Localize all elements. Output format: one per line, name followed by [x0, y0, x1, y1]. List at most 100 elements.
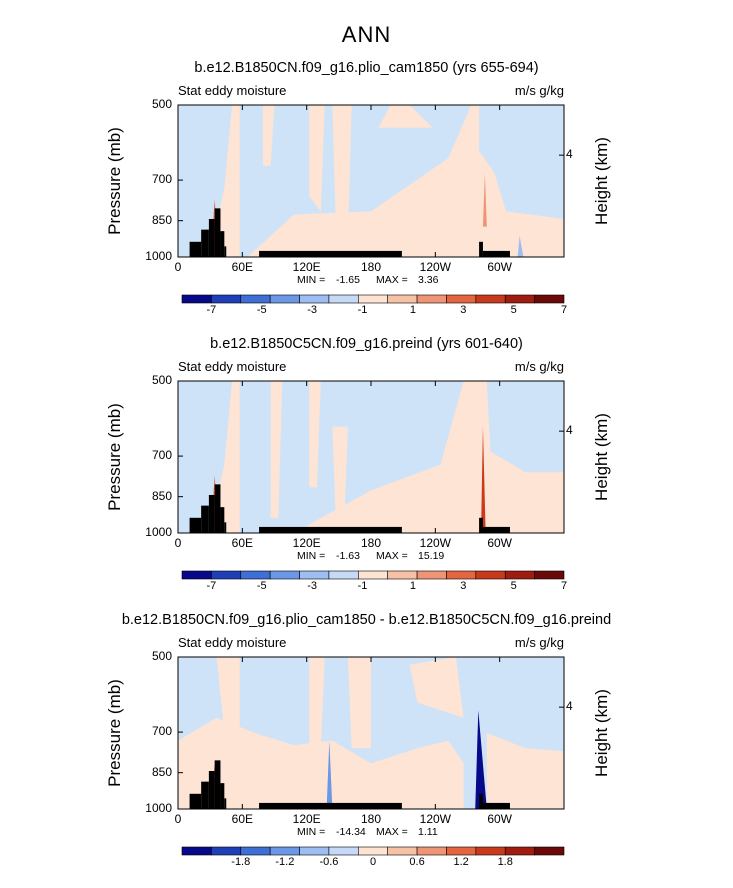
land-mask	[201, 505, 209, 533]
tick-marks	[177, 104, 564, 258]
panel-left-label: Stat eddy moisture	[178, 635, 287, 650]
colorbar-swatch	[269, 294, 300, 304]
y-tick-label: 850	[151, 212, 172, 227]
land-mask	[214, 208, 221, 257]
colorbar-tick-label: -1.8	[231, 856, 251, 868]
land-mask	[479, 517, 483, 533]
land-mask	[214, 760, 221, 809]
contour-region	[378, 105, 433, 128]
max-value: 3.36	[418, 274, 439, 286]
x-tick-label: 120E	[292, 260, 321, 274]
max-label: MAX =	[376, 826, 408, 838]
x-tick-label: 0	[174, 812, 182, 826]
colorbar	[181, 570, 565, 580]
colorbar-swatch	[358, 294, 388, 304]
land-mask	[482, 802, 510, 809]
colorbar-tick-label: -0.6	[319, 856, 339, 868]
land-mask	[220, 231, 225, 257]
land-mask	[224, 246, 227, 257]
colorbar-swatch	[387, 846, 418, 856]
colorbar-swatch	[504, 294, 535, 304]
panel-left-label: Stat eddy moisture	[178, 359, 287, 374]
colorbar-swatch	[387, 570, 418, 580]
land-mask	[259, 802, 402, 809]
colorbar-swatch	[181, 294, 212, 304]
colorbar-tick-label: 0.6	[409, 856, 425, 868]
colorbar	[181, 294, 565, 304]
min-value: -1.63	[336, 550, 360, 562]
colorbar-swatch	[446, 294, 477, 304]
colorbar-swatch	[240, 846, 271, 856]
colorbar-swatch	[328, 846, 359, 856]
y-tick-label: 700	[151, 724, 172, 739]
y-tick-label: 1000	[145, 525, 172, 539]
colorbar-swatch	[534, 570, 565, 580]
x-tick-label: 60W	[487, 812, 512, 826]
min-value: -1.65	[336, 274, 360, 286]
y-tick-label: 850	[151, 764, 172, 779]
contour-region	[326, 740, 333, 809]
land-mask	[189, 517, 202, 533]
y-tick-label: 700	[151, 448, 172, 463]
colorbar-tick-label: -5	[256, 580, 267, 592]
colorbar-swatch	[269, 846, 300, 856]
colorbar-tick-label: 0	[369, 856, 377, 868]
contour-region	[409, 657, 464, 718]
colorbar-swatch	[299, 846, 330, 856]
contour-region	[208, 105, 240, 257]
contour-region	[481, 426, 486, 533]
land-mask	[189, 793, 202, 809]
colorbar-tick-label: -5	[256, 304, 267, 316]
x-tick-label: 60E	[231, 260, 253, 274]
colorbar-swatch	[416, 294, 447, 304]
contour-region	[262, 105, 275, 166]
min-label: MIN =	[297, 826, 326, 838]
x-tick-label: 120E	[292, 536, 321, 550]
colorbar-swatch	[299, 570, 330, 580]
colorbar-swatch	[475, 294, 506, 304]
colorbar-tick-label: 3	[460, 580, 467, 592]
x-tick-label: 60W	[487, 536, 512, 550]
right-axis-title: Height (km)	[592, 137, 611, 225]
colorbar-swatch	[475, 570, 506, 580]
contour-region	[479, 150, 564, 257]
land-mask	[220, 783, 225, 809]
y-tick-label: 1000	[145, 801, 172, 815]
y-tick-label: 1000	[145, 249, 172, 263]
x-tick-label: 120W	[419, 812, 451, 826]
land-mask	[482, 526, 510, 533]
contour-region	[517, 235, 524, 257]
x-tick-label: 180	[360, 536, 382, 550]
height-tick-label: 4	[566, 699, 573, 714]
max-value: 1.11	[418, 826, 438, 838]
colorbar-tick-label: 1	[409, 580, 416, 592]
colorbar-swatch	[211, 570, 242, 580]
colorbar-swatch	[181, 570, 212, 580]
max-value: 15.19	[418, 550, 445, 562]
x-tick-label: 180	[360, 812, 382, 826]
colorbar-swatch	[211, 846, 242, 856]
right-axis-title: Height (km)	[592, 689, 611, 777]
panel-left-label: Stat eddy moisture	[178, 83, 287, 98]
page-title: ANN	[341, 22, 392, 47]
colorbar-swatch	[534, 294, 565, 304]
colorbar-tick-label: -1	[357, 304, 368, 316]
tick-marks	[177, 380, 564, 534]
height-tick-label: 4	[566, 423, 573, 438]
colorbar-swatch	[181, 846, 212, 856]
panel-units-label: m/s g/kg	[514, 83, 564, 98]
colorbar-swatch	[358, 570, 388, 580]
min-label: MIN =	[297, 274, 326, 286]
colorbar-tick-label: -7	[206, 580, 217, 592]
x-tick-label: 120E	[292, 812, 321, 826]
colorbar-swatch	[269, 570, 300, 580]
panel-title: b.e12.B1850CN.f09_g16.plio_cam1850 - b.e…	[121, 612, 612, 628]
x-tick-label: 120W	[419, 536, 451, 550]
panel-title: b.e12.B1850CN.f09_g16.plio_cam1850 (yrs …	[194, 60, 539, 76]
y-axis-title: Pressure (mb)	[105, 679, 124, 787]
contour-region	[486, 449, 564, 533]
colorbar-swatch	[358, 846, 388, 856]
land-mask	[189, 241, 202, 257]
land-mask	[208, 219, 215, 257]
land-mask	[201, 229, 209, 257]
